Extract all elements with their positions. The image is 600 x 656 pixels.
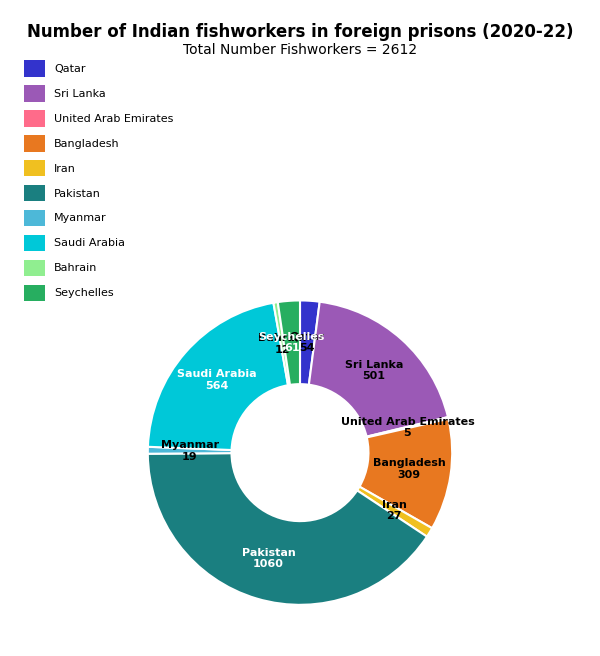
Text: Qatar: Qatar [54,64,86,74]
Text: Sri Lanka: Sri Lanka [54,89,106,99]
Text: Total Number Fishworkers = 2612: Total Number Fishworkers = 2612 [183,43,417,56]
Text: Bahrain
12: Bahrain 12 [258,333,307,354]
Text: Qatar
54: Qatar 54 [290,332,325,354]
Text: Pakistan
1060: Pakistan 1060 [242,548,295,569]
Text: Pakistan: Pakistan [54,188,101,199]
Text: Bahrain: Bahrain [54,263,97,274]
Text: Seychelles
61: Seychelles 61 [259,332,325,354]
Wedge shape [367,417,448,438]
Text: Saudi Arabia
564: Saudi Arabia 564 [177,369,257,391]
Text: United Arab Emirates: United Arab Emirates [54,113,173,124]
Text: Myanmar: Myanmar [54,213,107,224]
Text: Bangladesh
309: Bangladesh 309 [373,458,446,480]
Text: Iran
27: Iran 27 [382,500,406,522]
Wedge shape [148,303,288,450]
Wedge shape [148,453,427,605]
Text: Sri Lanka
501: Sri Lanka 501 [344,359,403,381]
Text: Bangladesh: Bangladesh [54,138,119,149]
Wedge shape [357,487,432,537]
Text: Saudi Arabia: Saudi Arabia [54,238,125,249]
Text: Number of Indian fishworkers in foreign prisons (2020-22): Number of Indian fishworkers in foreign … [27,23,573,41]
Text: Seychelles: Seychelles [54,288,113,298]
Wedge shape [300,300,320,384]
Wedge shape [148,447,232,454]
Text: United Arab Emirates
5: United Arab Emirates 5 [341,417,475,438]
Wedge shape [309,302,448,437]
Wedge shape [274,302,290,385]
Text: Myanmar
19: Myanmar 19 [161,440,219,462]
Wedge shape [359,419,452,528]
Wedge shape [278,300,300,385]
Text: Iran: Iran [54,163,76,174]
